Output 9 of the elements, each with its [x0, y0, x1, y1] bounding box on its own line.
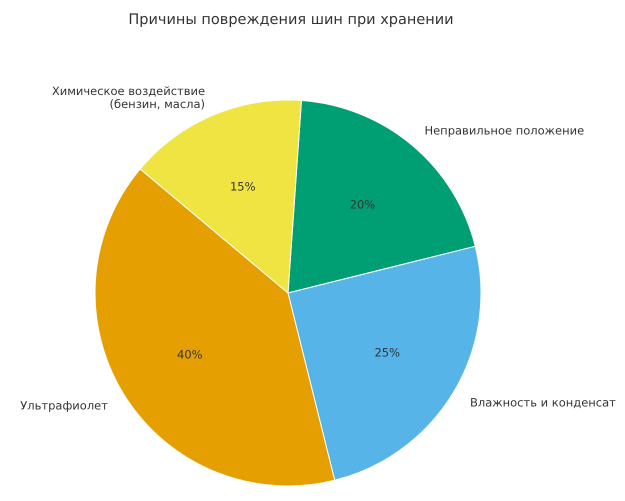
slice-label: Ультрафиолет: [20, 398, 108, 412]
data-label: 25%: [374, 346, 400, 360]
data-label: 40%: [177, 347, 203, 362]
chart-title: Причины повреждения шин при хранении: [127, 12, 455, 28]
data-label: 20%: [350, 197, 376, 212]
slice-label: Неправильное положение: [424, 123, 584, 138]
slice-label: Влажность и конденсат: [470, 395, 616, 410]
data-label: 15%: [230, 179, 256, 194]
slice-label: Химическое воздействие (бензин, масла): [52, 84, 206, 112]
